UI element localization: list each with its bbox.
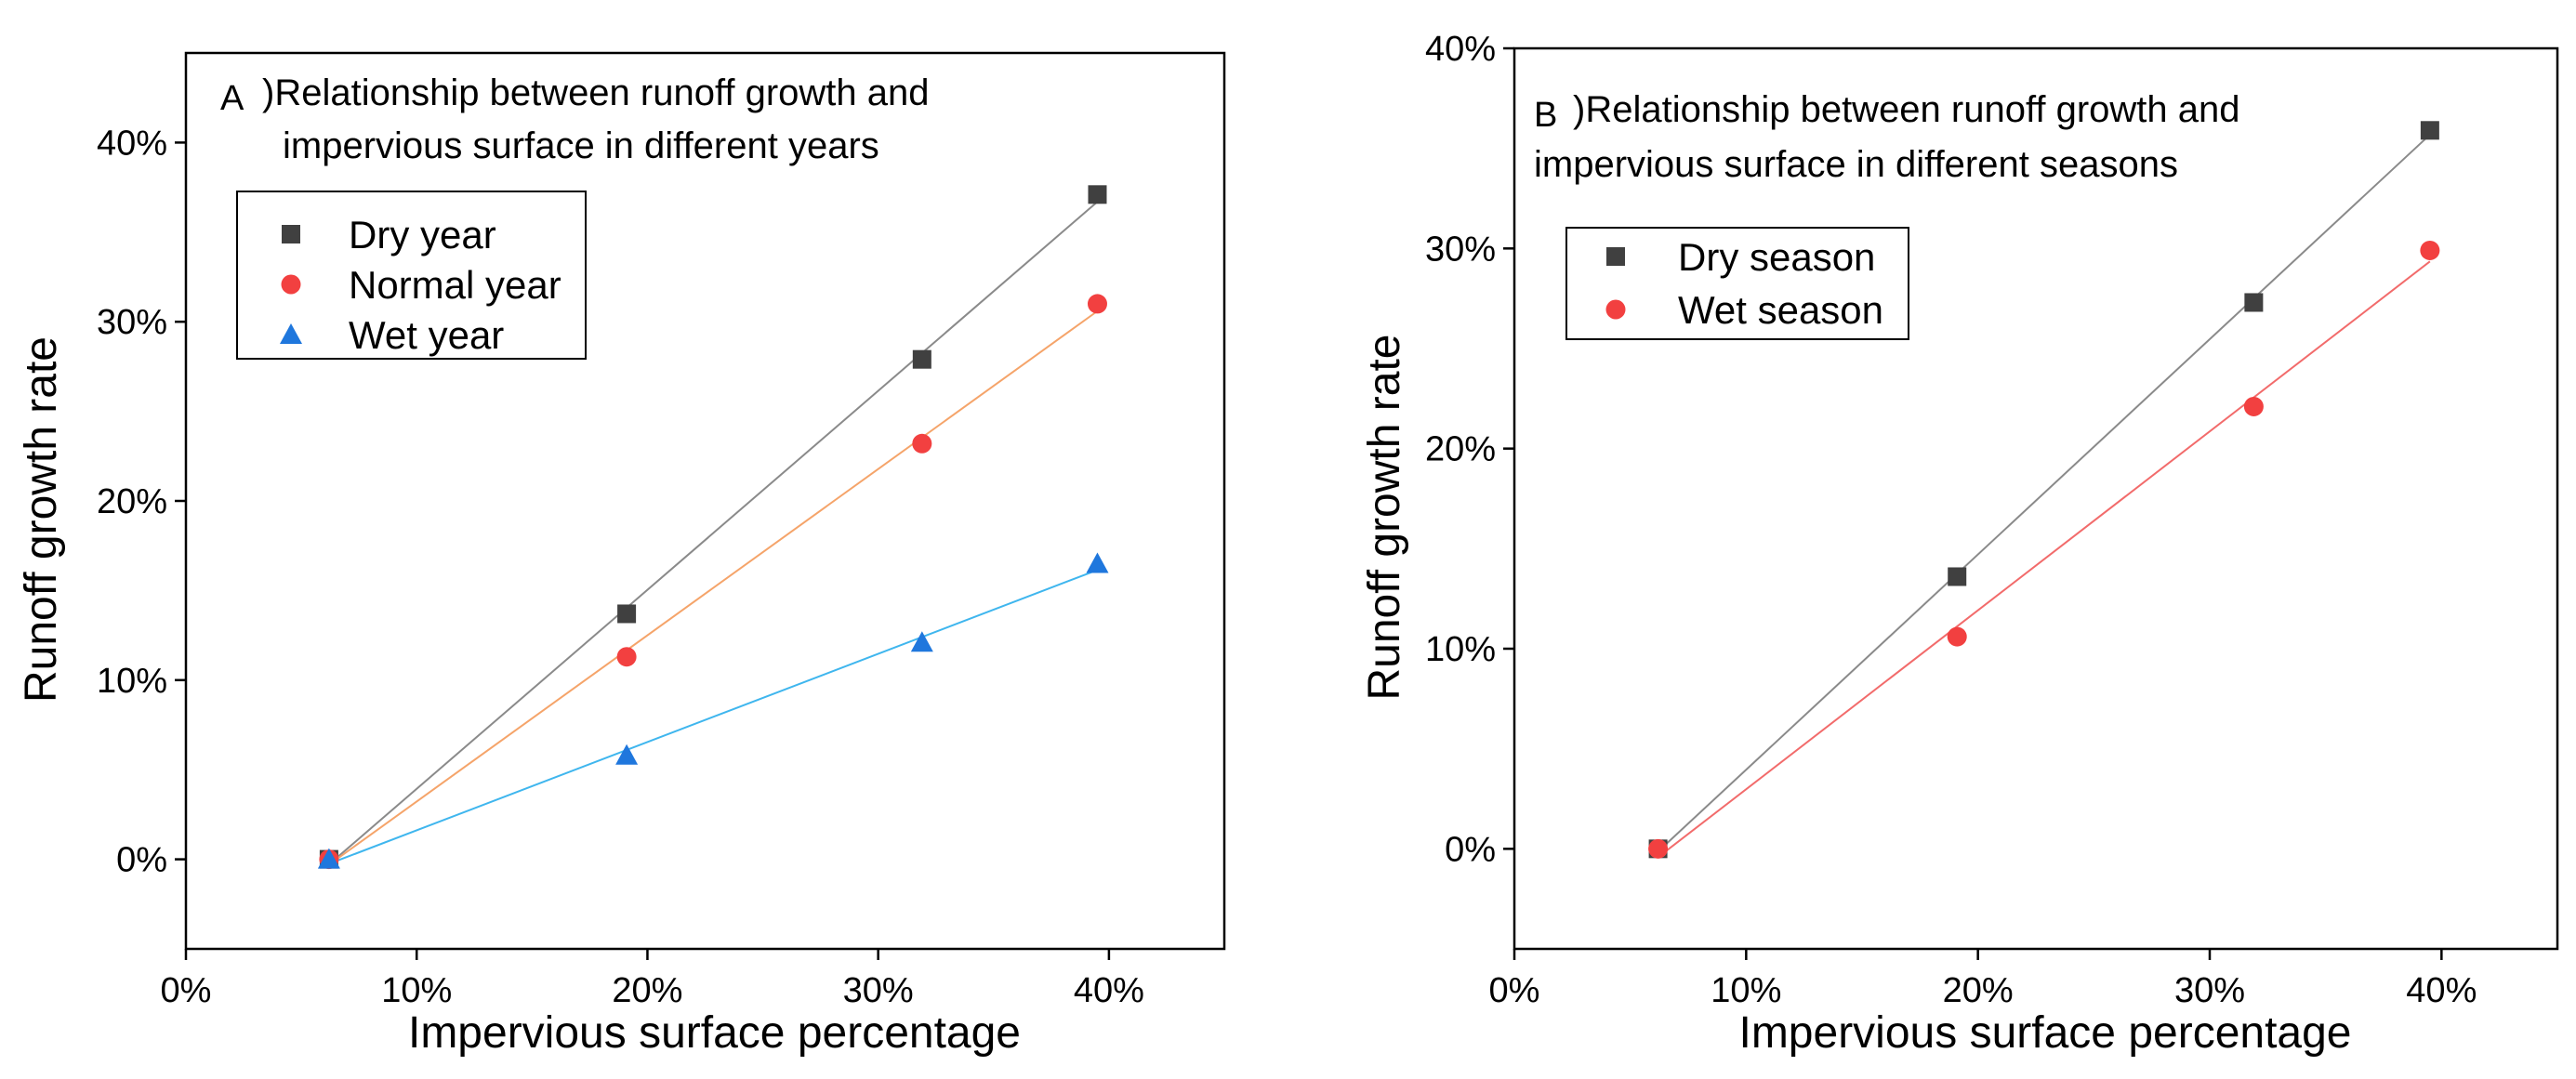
data-point-dry-year (1088, 185, 1107, 204)
x-tick-label: 10% (381, 971, 452, 1010)
y-tick-label: 30% (1425, 230, 1496, 269)
y-tick-label: 20% (1425, 430, 1496, 469)
y-tick-label: 40% (97, 124, 167, 163)
x-tick-label: 0% (161, 971, 212, 1010)
legend-label-normal-year: Normal year (349, 263, 561, 307)
fit-line-normal-year (328, 309, 1099, 866)
fit-line-dry-season (1657, 134, 2431, 852)
data-point-wet-year (615, 743, 639, 765)
data-point-dry-season (2420, 121, 2439, 140)
legend-marker-normal-year (281, 274, 301, 295)
x-tick-label: 0% (1489, 971, 1540, 1010)
data-point-dry-season (1948, 567, 1967, 586)
data-point-wet-year (317, 848, 340, 869)
data-point-normal-year (912, 433, 932, 454)
panel-a-years: 0% 10% 20% 30% 40% 0% 10% 20% 30% 40% Impervious s… (17, 51, 1226, 1058)
data-point-wet-year (1086, 552, 1109, 573)
data-point-dry-year (617, 604, 637, 624)
legend-marker-wet-year (280, 323, 302, 344)
legend-box (236, 191, 587, 360)
data-point-dry-season (2244, 293, 2264, 312)
panel-title-line1: )Relationship between runoff growth and (1573, 89, 2240, 130)
fit-line-wet-year (328, 569, 1098, 865)
panel-b-seasons: 0% 10% 20% 30% 40% 0% 10% 20% 30% 40% Impervious s… (1360, 30, 2559, 1058)
plot-frame (184, 51, 1226, 951)
panel-title-line2: impervious surface in different seasons (1534, 144, 2178, 185)
x-axis-title: Impervious surface percentage (1738, 1008, 2351, 1058)
data-point-wet-season (1648, 838, 1669, 859)
x-tick-label: 30% (2174, 971, 2245, 1010)
x-tick-label: 40% (1074, 971, 1144, 1010)
data-point-wet-season (2420, 240, 2440, 260)
legend-box (1565, 227, 1909, 340)
x-tick-label: 10% (1711, 971, 1781, 1010)
data-point-wet-year (910, 631, 933, 652)
y-tick-label: 30% (97, 303, 167, 342)
y-axis-title: Runoff growth rate (1360, 334, 1409, 700)
panel-letter: A (220, 79, 244, 118)
x-tick-label: 20% (612, 971, 682, 1010)
panel-title-line2: impervious surface in different years (283, 125, 879, 166)
x-axis-title: Impervious surface percentage (408, 1008, 1021, 1058)
data-point-wet-season (1947, 626, 1967, 647)
data-point-dry-year (912, 349, 931, 369)
fit-line-dry-year (328, 201, 1099, 865)
data-point-wet-season (2243, 396, 2264, 416)
legend-label-dry-season: Dry season (1678, 235, 1875, 279)
data-point-normal-year (1087, 294, 1107, 314)
data-point-normal-year (616, 647, 637, 667)
y-tick-label: 10% (97, 662, 167, 701)
legend-label-wet-year: Wet year (349, 313, 504, 357)
y-tick-label: 10% (1425, 630, 1496, 669)
y-tick-label: 0% (1445, 830, 1496, 869)
legend-label-dry-year: Dry year (349, 213, 496, 257)
legend-marker-dry-season (1606, 247, 1625, 266)
y-tick-label: 20% (97, 482, 167, 521)
panel-letter: B (1534, 96, 1557, 135)
y-tick-label: 40% (1425, 30, 1496, 69)
x-tick-label: 20% (1943, 971, 2014, 1010)
plot-frame (1513, 46, 2559, 951)
panel-title-line1: )Relationship between runoff growth and (262, 72, 930, 113)
y-tick-label: 0% (116, 841, 167, 880)
fit-line-wet-season (1657, 260, 2431, 859)
legend-marker-dry-year (282, 225, 300, 243)
y-axis-title: Runoff growth rate (17, 336, 66, 703)
x-tick-label: 30% (843, 971, 914, 1010)
legend-label-wet-season: Wet season (1678, 288, 1883, 332)
legend-marker-wet-season (1605, 299, 1626, 320)
x-tick-label: 40% (2406, 971, 2477, 1010)
